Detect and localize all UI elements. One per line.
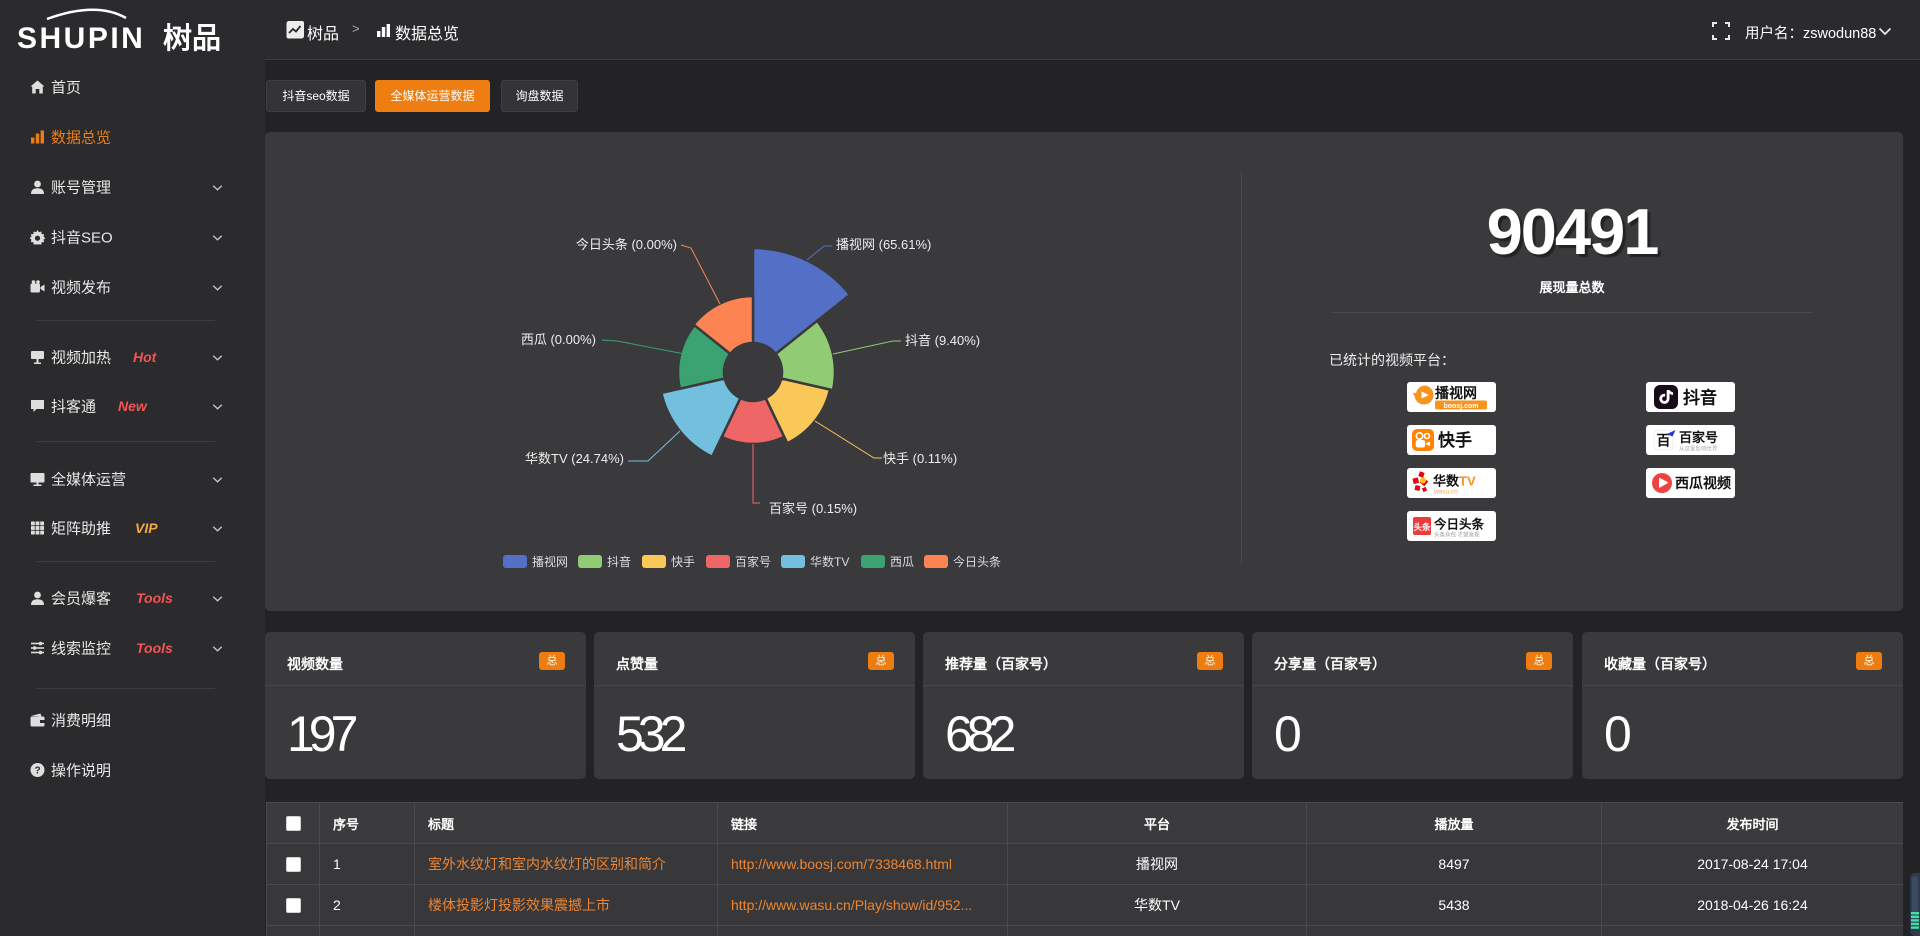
svg-text:快手 (0.11%): 快手 (0.11%)	[883, 451, 957, 466]
svg-text:快手: 快手	[671, 555, 695, 569]
svg-text:wasu.cn: wasu.cn	[1433, 489, 1458, 496]
svg-text:播视网 (65.61%): 播视网 (65.61%)	[836, 237, 931, 252]
svg-text:boosj.com: boosj.com	[1443, 403, 1478, 410]
svg-text:头条众包 才望发现: 头条众包 才望发现	[1434, 531, 1480, 539]
svg-text:?: ?	[34, 766, 40, 777]
svg-text:百家号: 百家号	[735, 554, 771, 569]
svg-text:播视网: 播视网	[532, 554, 568, 569]
svg-text:从这里影响世界: 从这里影响世界	[1679, 445, 1718, 453]
svg-text:华数TV: 华数TV	[1433, 474, 1476, 489]
svg-text:SHUPIN: SHUPIN	[17, 22, 145, 55]
svg-text:抖音 (9.40%): 抖音 (9.40%)	[905, 333, 980, 348]
svg-text:今日头条 (0.00%): 今日头条 (0.00%)	[576, 237, 677, 252]
svg-text:树品: 树品	[163, 22, 221, 55]
svg-text:西瓜: 西瓜	[890, 555, 914, 569]
svg-text:抖音: 抖音	[607, 554, 631, 569]
svg-text:今日头条: 今日头条	[1433, 517, 1485, 532]
svg-text:播视网: 播视网	[1435, 385, 1477, 401]
svg-text:华数TV (24.74%): 华数TV (24.74%)	[525, 451, 624, 466]
svg-text:头条: 头条	[1413, 522, 1431, 532]
svg-text:百家号: 百家号	[1679, 430, 1718, 445]
svg-text:西瓜 (0.00%): 西瓜 (0.00%)	[521, 332, 596, 347]
svg-text:抖音: 抖音	[1683, 388, 1717, 408]
svg-text:西瓜视频: 西瓜视频	[1675, 475, 1731, 491]
svg-text:快手: 快手	[1438, 430, 1472, 450]
svg-text:今日头条: 今日头条	[953, 554, 1001, 569]
svg-text:百家号 (0.15%): 百家号 (0.15%)	[769, 501, 857, 516]
svg-text:华数TV: 华数TV	[810, 554, 849, 569]
svg-text:百: 百	[1657, 433, 1671, 449]
